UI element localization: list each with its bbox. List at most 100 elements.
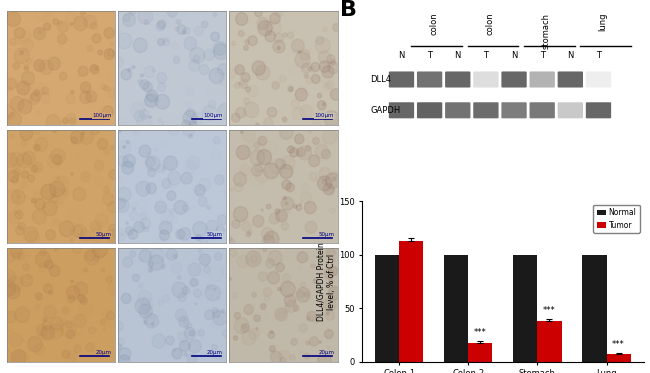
Circle shape [107,311,114,320]
Circle shape [242,325,246,329]
Circle shape [221,310,224,313]
Circle shape [21,72,34,85]
Circle shape [118,156,128,166]
Circle shape [276,263,284,272]
Circle shape [59,221,74,236]
Text: colon: colon [486,13,495,35]
Circle shape [302,63,311,73]
Text: 50µm: 50µm [96,232,111,236]
Circle shape [298,51,300,53]
Circle shape [28,175,34,182]
Circle shape [255,123,259,126]
Circle shape [218,215,227,225]
Circle shape [256,327,258,330]
Circle shape [206,205,211,210]
Circle shape [162,39,170,46]
Circle shape [216,226,224,235]
Circle shape [275,308,287,321]
Circle shape [250,150,265,165]
Circle shape [123,154,135,167]
Text: 20µm: 20µm [96,350,111,355]
Circle shape [157,83,166,91]
Circle shape [264,163,279,179]
Circle shape [234,82,240,89]
Circle shape [118,187,131,201]
Circle shape [103,106,114,117]
Circle shape [107,229,120,243]
Circle shape [20,127,32,140]
Circle shape [104,48,114,60]
Circle shape [311,264,315,268]
Circle shape [291,338,298,345]
Circle shape [31,91,41,101]
Circle shape [151,323,154,326]
Circle shape [8,276,22,291]
Circle shape [84,250,99,265]
Circle shape [228,237,232,241]
Circle shape [49,324,63,338]
Text: 100µm: 100µm [92,113,111,118]
Circle shape [94,67,98,70]
Circle shape [126,222,128,225]
Circle shape [287,146,294,153]
Circle shape [327,55,335,63]
Circle shape [80,131,94,144]
Circle shape [31,198,36,203]
Circle shape [179,341,190,351]
Circle shape [48,57,60,70]
Circle shape [269,213,280,224]
Circle shape [297,291,304,298]
Circle shape [22,339,24,342]
Circle shape [98,50,103,55]
Circle shape [318,353,331,367]
Circle shape [139,304,152,318]
FancyBboxPatch shape [389,72,414,88]
Circle shape [255,164,263,172]
Circle shape [80,297,87,304]
Circle shape [296,147,306,157]
Circle shape [283,33,287,37]
Circle shape [245,40,250,44]
Circle shape [188,339,201,353]
Circle shape [98,138,108,149]
Circle shape [79,91,91,104]
Circle shape [323,184,334,195]
Circle shape [136,115,151,130]
Circle shape [284,295,296,307]
Circle shape [162,265,165,269]
Circle shape [53,19,58,25]
FancyBboxPatch shape [445,72,471,88]
Circle shape [71,280,73,283]
Circle shape [81,172,90,182]
Circle shape [308,67,312,71]
Circle shape [261,209,263,211]
Circle shape [29,94,40,104]
Circle shape [115,322,123,330]
Circle shape [318,176,332,191]
Circle shape [78,294,85,302]
Circle shape [15,307,30,322]
Text: 100µm: 100µm [315,113,334,118]
Circle shape [184,353,188,356]
Circle shape [116,344,122,350]
Circle shape [248,230,252,234]
Circle shape [108,50,114,56]
Circle shape [111,43,112,45]
Circle shape [109,170,118,179]
Circle shape [90,65,99,74]
Circle shape [213,311,227,325]
Circle shape [213,137,220,144]
Circle shape [276,10,282,17]
Circle shape [35,138,48,151]
Circle shape [188,323,192,328]
Circle shape [14,351,29,367]
Circle shape [119,355,130,366]
Circle shape [283,197,287,200]
Circle shape [58,21,62,25]
Circle shape [72,244,81,253]
Circle shape [190,278,198,286]
Circle shape [100,319,105,325]
Circle shape [214,288,216,291]
Circle shape [71,225,83,238]
Circle shape [144,321,147,324]
